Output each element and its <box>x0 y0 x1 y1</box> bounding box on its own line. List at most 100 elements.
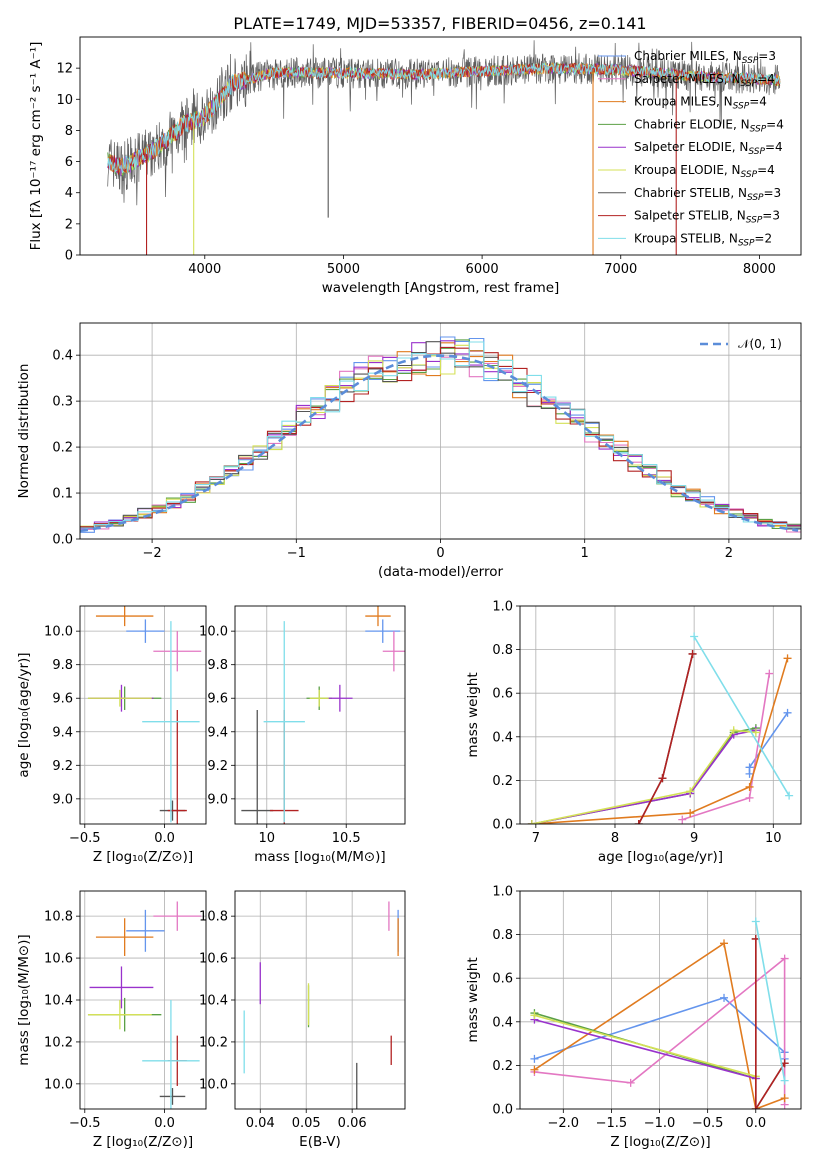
spectrum-ytick-label: 0 <box>65 249 73 264</box>
weight_vs_Z-ylabel: mass weight <box>465 957 481 1042</box>
residuals-ylabel: Normed distribution <box>16 364 32 499</box>
weight_vs_Z-plot-area <box>530 917 789 1109</box>
age_vs_Z-xlabel: Z [log₁₀(Z/Z⊙)] <box>93 849 193 865</box>
weight-point-marker <box>780 1076 789 1085</box>
weight-point-marker <box>751 1105 760 1109</box>
weight-point-marker <box>530 1011 539 1020</box>
weight-point-marker <box>626 1078 635 1087</box>
age_vs_mass-ytick-label: 9.2 <box>207 759 228 774</box>
weight-point-marker <box>783 708 792 717</box>
mass_vs_Z-panel: −0.5 0.0 10.0 10.2 10.4 10.6 10.8 Z [log₁₀(Z/Z⊙… <box>16 890 207 1150</box>
mass_vs_Z-frame <box>79 890 207 1110</box>
mass_vs_EBV-frame <box>234 890 406 1110</box>
weight-series-line <box>534 1018 757 1080</box>
residuals-xlabel: (data-model)/error <box>378 564 504 580</box>
mass_vs_EBV-xtick-label: 0.06 <box>338 1116 367 1131</box>
mass_vs_EBV-ytick-label: 10.0 <box>199 1077 228 1092</box>
residuals-ytick-label: 0.2 <box>52 441 73 456</box>
age_vs_mass-xlabel: mass [log₁₀(M/M⊙)] <box>254 849 385 865</box>
spectrum-ylabel: Flux [fλ 10⁻¹⁷ erg cm⁻² s⁻¹ A⁻¹] <box>28 42 44 251</box>
spectrum-xtick-label: 7000 <box>604 262 637 277</box>
residuals-frame <box>79 322 802 540</box>
weight-point-marker <box>780 954 789 963</box>
age_vs_mass-ytick-label: 9.8 <box>207 658 228 673</box>
weight-point-marker <box>686 787 695 796</box>
weight-point-marker <box>765 669 774 678</box>
age_vs_mass-ytick-label: 9.4 <box>207 725 228 740</box>
spectrum-ytick-label: 10 <box>56 93 73 108</box>
age_vs_mass-plot-area <box>241 606 405 824</box>
weight_vs_age-frame <box>519 605 802 825</box>
weight_vs_Z-xtick-label: 0.0 <box>745 1116 766 1131</box>
weight-series-line <box>531 729 757 824</box>
weight-series-line <box>755 939 786 1109</box>
weight_vs_age-ytick-label: 0.8 <box>492 643 513 658</box>
mass_vs_EBV-ytick-label: 10.6 <box>199 952 228 967</box>
spectrum-xlabel: wavelength [Angstrom, rest frame] <box>322 280 560 296</box>
weight-point-marker <box>634 820 643 824</box>
spectrum-series <box>107 62 781 174</box>
weight_vs_Z-ytick-label: 0.8 <box>492 928 513 943</box>
weight_vs_age-xtick-label: 7 <box>532 831 540 846</box>
mass_vs_Z-ylabel: mass [log₁₀(M/M⊙)] <box>16 934 32 1065</box>
residuals-ytick-label: 0.1 <box>52 487 73 502</box>
legend-entry: Chabrier MILES, NSSP=3 <box>634 49 776 66</box>
age_vs_Z-ytick-label: 9.6 <box>52 692 73 707</box>
residuals-xtick-label: 1 <box>581 546 589 561</box>
weight-point-marker <box>686 809 695 818</box>
weight_vs_age-xlabel: age [log₁₀(age/yr)] <box>598 849 723 865</box>
weight_vs_Z-xtick-label: −1.0 <box>644 1116 676 1131</box>
spectrum-xtick-label: 5000 <box>327 262 360 277</box>
age_vs_mass-panel: 10 10.5 9.0 9.2 9.4 9.6 9.8 10.0 mass [log₁₀(M/M… <box>199 605 406 865</box>
residual-histogram <box>80 344 801 528</box>
weight_vs_Z-ytick-label: 0.0 <box>492 1103 513 1118</box>
spectrum-ytick-label: 6 <box>65 155 73 170</box>
weight-point-marker <box>780 1094 789 1103</box>
weight-point-marker <box>688 649 697 658</box>
weight-point-marker <box>530 1054 539 1063</box>
age_vs_mass-frame <box>234 605 406 825</box>
weight-series-line <box>531 729 756 824</box>
weight_vs_Z-ytick-label: 1.0 <box>492 885 513 900</box>
age_vs_mass-xtick-label: 10.5 <box>332 831 361 846</box>
weight_vs_age-xtick-label: 10 <box>765 831 782 846</box>
residuals-xtick-label: −2 <box>143 546 162 561</box>
age_vs_mass-ytick-label: 9.6 <box>207 692 228 707</box>
legend-entry: Salpeter ELODIE, NSSP=4 <box>634 140 783 157</box>
mass_vs_Z-xlabel: Z [log₁₀(Z/Z⊙)] <box>93 1134 193 1150</box>
spectrum-panel: 4000 5000 6000 7000 8000 0 2 4 6 8 10 12 wavelength … <box>28 36 802 296</box>
age_vs_Z-ytick-label: 9.4 <box>52 725 73 740</box>
weight_vs_age-plot-area <box>527 632 794 824</box>
age_vs_Z-ytick-label: 9.8 <box>52 658 73 673</box>
weight-point-marker <box>785 791 794 800</box>
legend-entry: Chabrier ELODIE, NSSP=4 <box>634 117 784 134</box>
residuals-ytick-label: 0.0 <box>52 533 73 548</box>
weight-point-marker <box>530 1065 539 1074</box>
weight_vs_age-ytick-label: 0.2 <box>492 774 513 789</box>
spectrum-xtick-label: 6000 <box>466 262 499 277</box>
weight-series-line <box>533 941 785 1109</box>
weight-point-marker <box>751 917 760 926</box>
weight_vs_Z-xlabel: Z [log₁₀(Z/Z⊙)] <box>610 1134 710 1150</box>
weight_vs_age-ytick-label: 0.0 <box>492 818 513 833</box>
residuals-plot-area <box>80 336 801 533</box>
weight-point-marker <box>745 793 754 802</box>
weight-point-marker <box>745 782 754 791</box>
weight-series-line <box>531 658 789 824</box>
mass_vs_Z-plot-area <box>87 901 202 1109</box>
residuals-ytick-label: 0.3 <box>52 395 73 410</box>
residual-histogram <box>80 346 801 528</box>
weight_vs_age-panel: 7 8 9 10 0.0 0.2 0.4 0.6 0.8 1.0 age [log₁₀(age/yr… <box>465 600 802 865</box>
weight_vs_Z-xtick-label: −0.5 <box>692 1116 724 1131</box>
weight-point-marker <box>658 774 667 783</box>
legend-entry: Kroupa ELODIE, NSSP=4 <box>634 163 775 180</box>
weight-point-marker <box>720 939 729 948</box>
mass_vs_EBV-ytick-label: 10.4 <box>199 994 228 1009</box>
weight-point-marker <box>678 815 687 824</box>
weight_vs_age-ytick-label: 0.6 <box>492 687 513 702</box>
mass_vs_EBV-xtick-label: 0.05 <box>292 1116 321 1131</box>
weight_vs_Z-ytick-label: 0.2 <box>492 1059 513 1074</box>
age_vs_Z-ytick-label: 10.0 <box>44 625 73 640</box>
legend-entry: Salpeter STELIB, NSSP=3 <box>634 209 780 226</box>
